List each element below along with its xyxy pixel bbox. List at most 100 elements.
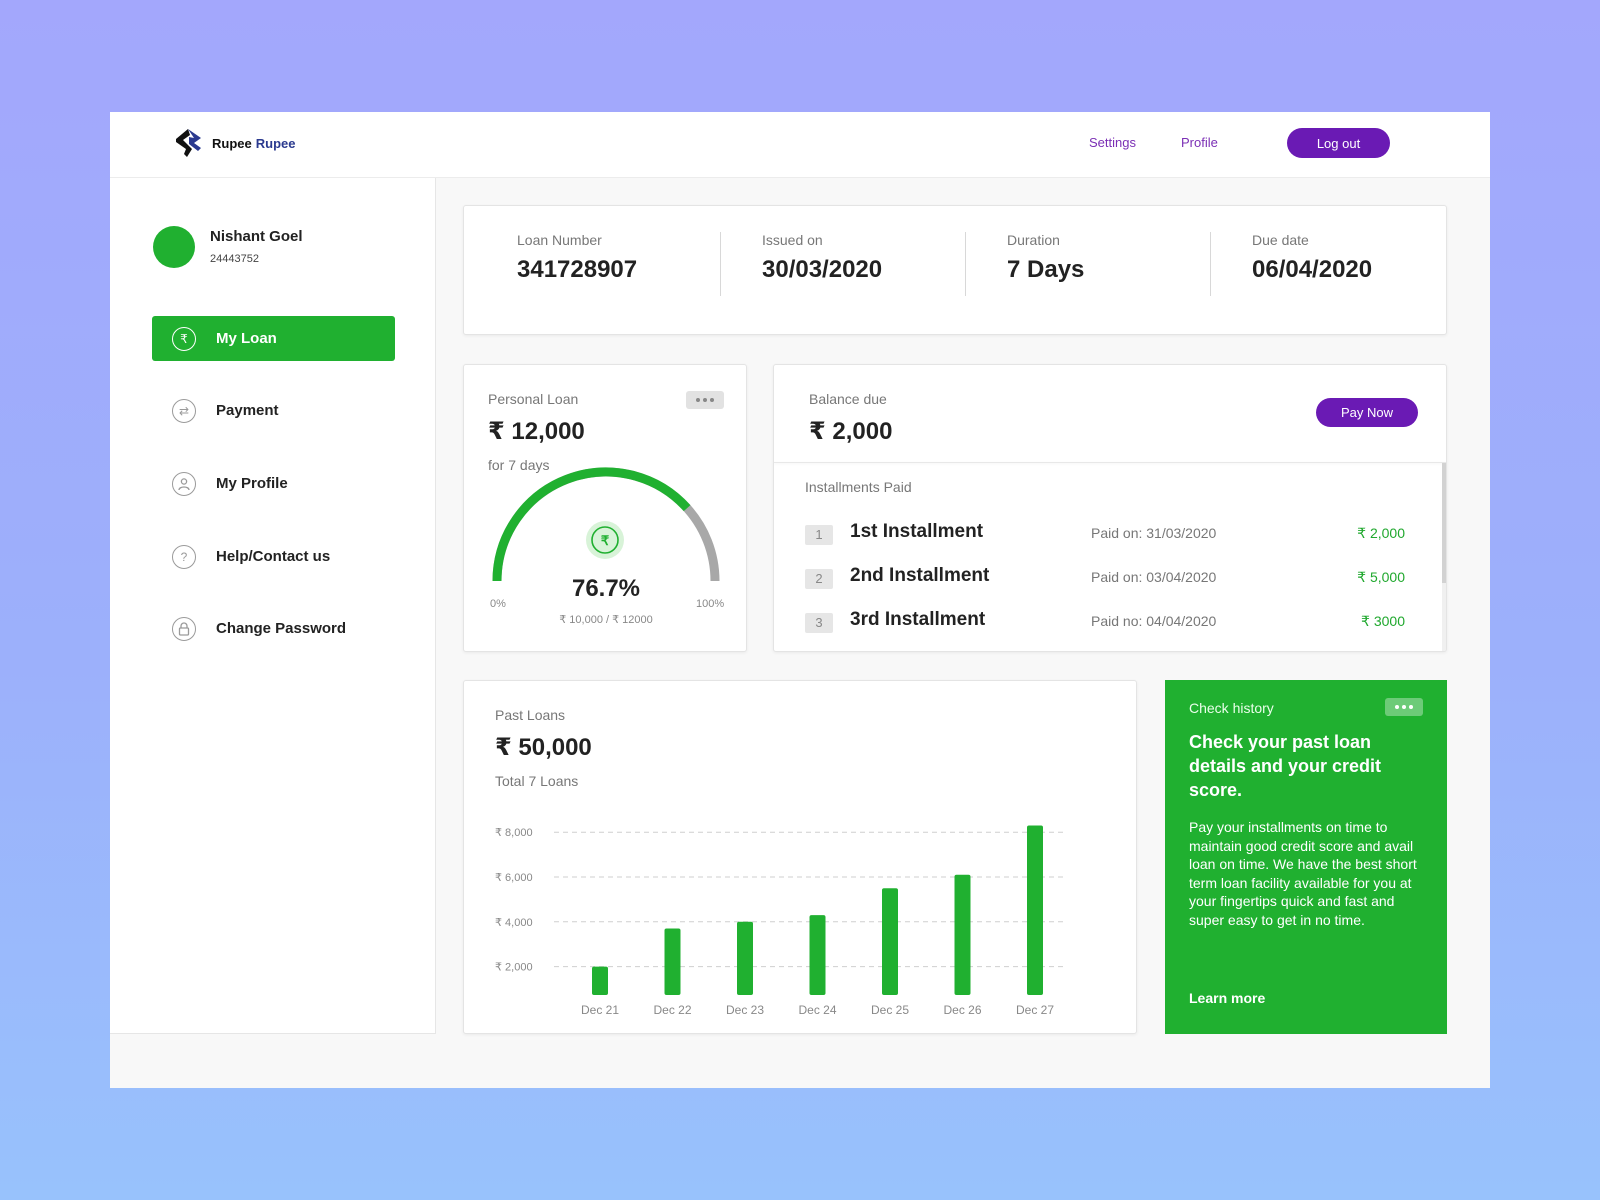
y-tick-label: ₹ 2,000 bbox=[495, 962, 533, 974]
y-tick-label: ₹ 8,000 bbox=[495, 827, 533, 839]
sidebar-item-label: My Profile bbox=[216, 475, 288, 492]
installments-paid-label: Installments Paid bbox=[805, 479, 912, 495]
personal-loan-label: Personal Loan bbox=[488, 391, 579, 407]
personal-loan-period: for 7 days bbox=[488, 457, 550, 473]
loan-number-group: Loan Number 341728907 bbox=[517, 232, 637, 284]
dot-icon bbox=[696, 398, 700, 402]
x-tick-label: Dec 26 bbox=[943, 1003, 981, 1017]
personal-loan-card: Personal Loan ₹ 12,000 for 7 days ₹ 76.7… bbox=[463, 364, 747, 652]
loan-number-value: 341728907 bbox=[517, 256, 638, 283]
check-history-card: Check history Check your past loan detai… bbox=[1165, 680, 1447, 1034]
sidebar-item-payment[interactable]: ⇄ Payment bbox=[152, 388, 395, 433]
dot-icon bbox=[703, 398, 707, 402]
gauge-range-text: ₹ 10,000 / ₹ 12000 bbox=[559, 614, 653, 626]
installment-title: 2nd Installment bbox=[850, 565, 990, 586]
avatar[interactable] bbox=[153, 226, 195, 268]
sidebar-item-change-password[interactable]: Change Password bbox=[152, 606, 395, 651]
sidebar-item-label: Payment bbox=[216, 402, 279, 419]
y-tick-label: ₹ 4,000 bbox=[495, 917, 533, 929]
sidebar-item-label: Change Password bbox=[216, 620, 347, 637]
installment-amount: ₹ 2,000 bbox=[1357, 525, 1405, 541]
divider bbox=[965, 232, 966, 296]
user-name: Nishant Goel bbox=[210, 228, 303, 245]
installment-title: 3rd Installment bbox=[850, 609, 986, 630]
progress-gauge: ₹ bbox=[492, 467, 720, 582]
due-date-value: 06/04/2020 bbox=[1252, 256, 1373, 283]
divider bbox=[1210, 232, 1211, 296]
rupee-icon: ₹ bbox=[601, 533, 610, 548]
personal-loan-amount: ₹ 12,000 bbox=[488, 418, 585, 445]
section-divider bbox=[774, 462, 1446, 463]
brand-logo[interactable]: Rupee Rupee bbox=[172, 126, 295, 160]
scrollbar-thumb[interactable] bbox=[1442, 463, 1446, 583]
dot-icon bbox=[1395, 705, 1399, 709]
brand-name-second: Rupee bbox=[255, 135, 296, 151]
chart-bar bbox=[882, 888, 898, 995]
question-circle-icon: ? bbox=[172, 544, 196, 569]
past-loans-subtitle: Total 7 Loans bbox=[495, 773, 579, 789]
user-id: 24443752 bbox=[210, 253, 259, 265]
x-tick-label: Dec 27 bbox=[1016, 1003, 1054, 1017]
learn-more-link[interactable]: Learn more bbox=[1189, 990, 1266, 1006]
installment-date: Paid on: 31/03/2020 bbox=[1091, 525, 1217, 541]
installment-title: 1st Installment bbox=[850, 521, 984, 542]
lock-circle-icon bbox=[172, 616, 196, 641]
more-options-button[interactable] bbox=[686, 391, 724, 409]
chart-bar bbox=[954, 874, 971, 995]
installment-number: 2 bbox=[805, 569, 833, 589]
gauge-max-label: 100% bbox=[696, 598, 725, 610]
chart-bar bbox=[592, 966, 608, 995]
issued-group: Issued on 30/03/2020 bbox=[762, 232, 882, 284]
installment-number: 3 bbox=[805, 613, 833, 633]
sidebar: Nishant Goel 24443752 ₹ My Loan ⇄ Paymen… bbox=[110, 178, 436, 1034]
duration-label: Duration bbox=[1007, 232, 1060, 248]
y-tick-label: ₹ 6,000 bbox=[495, 872, 533, 884]
installment-amount: ₹ 5,000 bbox=[1357, 569, 1405, 585]
duration-value: 7 Days bbox=[1007, 256, 1085, 283]
x-tick-label: Dec 23 bbox=[726, 1003, 764, 1017]
sidebar-item-help[interactable]: ? Help/Contact us bbox=[152, 534, 395, 579]
sidebar-item-my-loan[interactable]: ₹ My Loan bbox=[152, 316, 395, 361]
loan-number-label: Loan Number bbox=[517, 232, 602, 248]
dot-icon bbox=[1409, 705, 1413, 709]
chart-bar bbox=[664, 928, 681, 995]
issued-label: Issued on bbox=[762, 232, 823, 248]
transfer-arrows-icon: ⇄ bbox=[172, 398, 196, 423]
rupee-logo-icon bbox=[176, 129, 201, 157]
gauge-percent: 76.7% bbox=[571, 575, 641, 602]
loan-info-card: Loan Number 341728907 Issued on 30/03/20… bbox=[463, 205, 1447, 335]
installment-amount: ₹ 3000 bbox=[1361, 613, 1405, 629]
gauge-min-label: 0% bbox=[490, 598, 506, 610]
past-loans-card: Past Loans ₹ 50,000 Total 7 Loans ₹ 2,00… bbox=[463, 680, 1137, 1034]
installments-scrollbar[interactable] bbox=[1442, 463, 1446, 651]
x-tick-label: Dec 21 bbox=[581, 1003, 619, 1017]
gauge-fill bbox=[492, 467, 691, 582]
due-date-label: Due date bbox=[1252, 232, 1309, 248]
dot-icon bbox=[710, 398, 714, 402]
duration-group: Duration 7 Days bbox=[1007, 232, 1084, 284]
x-tick-label: Dec 25 bbox=[871, 1003, 909, 1017]
check-history-body: Pay your installments on time to maintai… bbox=[1189, 819, 1417, 928]
check-history-heading: Check your past loan details and your cr… bbox=[1189, 732, 1382, 800]
installment-row[interactable]: 1 1st Installment Paid on: 31/03/2020 ₹ … bbox=[805, 521, 1405, 551]
profile-link[interactable]: Profile bbox=[1181, 135, 1218, 150]
balance-due-label: Balance due bbox=[809, 391, 887, 407]
brand-name: Rupee Rupee bbox=[212, 136, 295, 151]
x-tick-label: Dec 24 bbox=[798, 1003, 836, 1017]
logout-button[interactable]: Log out bbox=[1287, 128, 1390, 158]
installment-row[interactable]: 3 3rd Installment Paid no: 04/04/2020 ₹ … bbox=[805, 609, 1405, 639]
installment-row[interactable]: 2 2nd Installment Paid on: 03/04/2020 ₹ … bbox=[805, 565, 1405, 595]
balance-card: Balance due ₹ 2,000 Pay Now Installments… bbox=[773, 364, 1447, 652]
more-options-button[interactable] bbox=[1385, 698, 1423, 716]
brand-name-first: Rupee bbox=[212, 135, 252, 151]
sidebar-item-my-profile[interactable]: My Profile bbox=[152, 461, 395, 506]
user-circle-icon bbox=[172, 471, 196, 496]
rupee-circle-icon: ₹ bbox=[172, 326, 196, 351]
chart-bar bbox=[1027, 825, 1043, 995]
settings-link[interactable]: Settings bbox=[1089, 135, 1136, 150]
past-loans-label: Past Loans bbox=[495, 707, 566, 723]
past-loans-amount: ₹ 50,000 bbox=[495, 734, 592, 761]
pay-now-button[interactable]: Pay Now bbox=[1316, 398, 1418, 427]
chart-bar bbox=[737, 921, 753, 995]
sidebar-item-label: My Loan bbox=[216, 330, 277, 347]
